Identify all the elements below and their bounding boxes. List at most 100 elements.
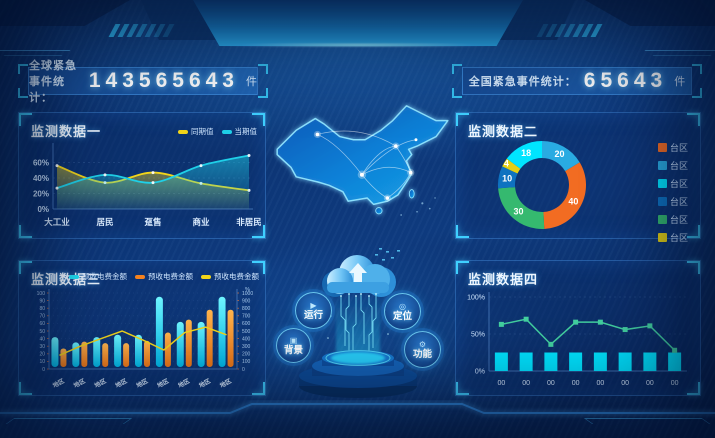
bracket — [252, 382, 265, 395]
background-icon: ▣ — [289, 335, 298, 345]
svg-text:100: 100 — [37, 291, 46, 297]
panel-3-title: 监测数据三 — [31, 272, 102, 287]
side-chevron-left-2 — [3, 55, 63, 56]
svg-text:00: 00 — [572, 380, 580, 387]
svg-text:700: 700 — [242, 314, 251, 320]
background-label: 背景 — [283, 344, 303, 356]
legend-swatch — [657, 197, 667, 206]
run-icon: ▶ — [310, 300, 317, 310]
locate-icon: ◎ — [399, 301, 406, 311]
legend-item[interactable]: 台区 — [657, 213, 688, 226]
legend-swatch — [178, 129, 188, 134]
stat-global-box: 全球紧急事件统计： 143565643 件 — [28, 60, 258, 104]
bracket — [687, 225, 700, 238]
legend-label: 台区 — [669, 161, 688, 171]
panel-monitor-2: 监测数据二 台区 台区 台区 台区 台区 台区 20 40 30 10 4 18 — [455, 112, 701, 243]
svg-text:50%: 50% — [471, 332, 485, 339]
legend-label: 预收电费金额 — [214, 272, 259, 281]
svg-text:00: 00 — [646, 380, 654, 387]
legend-item[interactable]: 台区 — [657, 177, 688, 190]
svg-text:大工业: 大工业 — [44, 217, 70, 227]
svg-text:60: 60 — [39, 321, 45, 327]
svg-text:00: 00 — [547, 380, 555, 387]
panel-monitor-1: 监测数据一 同期值 当期值 0% 20% 40% 60% 大工业 居民 趸售 商业 非居民 — [18, 112, 266, 239]
svg-text:地区: 地区 — [72, 377, 86, 390]
svg-text:00: 00 — [596, 380, 604, 387]
background-button[interactable]: ▣ 背景 — [276, 328, 311, 363]
legend-label: 预收电费金额 — [82, 272, 127, 281]
legend-item[interactable]: 台区 — [657, 141, 688, 154]
legend-item[interactable]: 台区 — [657, 195, 688, 208]
bracket — [692, 88, 702, 98]
bracket — [456, 113, 469, 126]
line-chart-monitor-4: 0% 50% 100% 00 00 00 00 00 00 00 00 — [467, 292, 687, 387]
svg-text:非居民: 非居民 — [236, 217, 261, 227]
function-button[interactable]: ⚙ 功能 — [404, 331, 441, 368]
svg-text:90: 90 — [39, 298, 45, 304]
bracket — [252, 261, 265, 274]
svg-text:地区: 地区 — [135, 377, 149, 390]
bracket — [19, 113, 32, 126]
svg-text:00: 00 — [671, 380, 679, 387]
bracket — [18, 64, 28, 74]
legend-item[interactable]: 预收电费金额 — [201, 271, 259, 282]
svg-text:20: 20 — [39, 352, 45, 358]
svg-text:00: 00 — [497, 380, 505, 387]
legend-item[interactable]: 同期值 — [178, 126, 214, 137]
legend-label: 预收电费金额 — [148, 272, 193, 281]
svg-text:地区: 地区 — [218, 377, 232, 390]
legend-item[interactable]: 预收电费金额 — [135, 271, 193, 282]
legend-label: 同期值 — [191, 127, 214, 136]
top-left-shade — [0, 0, 130, 26]
svg-text:20%: 20% — [33, 190, 49, 199]
stat-national-box: 全国紧急事件统计： 65643 件 — [462, 67, 692, 95]
top-right-shade — [585, 0, 715, 26]
header-glow-line — [210, 43, 506, 47]
legend-label: 台区 — [669, 197, 688, 207]
legend-label: 当期值 — [234, 127, 258, 136]
svg-text:100%: 100% — [467, 295, 485, 302]
legend-swatch — [657, 143, 667, 152]
svg-text:0: 0 — [242, 367, 245, 373]
run-label: 运行 — [303, 309, 323, 321]
bracket — [456, 382, 469, 395]
bracket — [18, 88, 28, 98]
svg-text:0%: 0% — [475, 369, 485, 376]
panel-monitor-4: 监测数据四 0% 50% 100% 00 00 00 00 00 00 00 00 — [455, 260, 701, 396]
svg-text:600: 600 — [242, 321, 251, 327]
svg-text:300: 300 — [242, 344, 251, 350]
svg-text:30: 30 — [39, 344, 45, 350]
locate-button[interactable]: ◎ 定位 — [384, 293, 421, 330]
bracket — [19, 261, 32, 274]
svg-text:40: 40 — [39, 336, 45, 342]
svg-text:200: 200 — [242, 352, 251, 358]
legend-item[interactable]: 台区 — [657, 231, 688, 244]
legend-label: 台区 — [669, 215, 688, 225]
panel-monitor-3: 监测数据三 预收电费金额 预收电费金额 预收电费金额 0 10 20 30 40 50 60… — [18, 260, 266, 396]
bracket — [19, 225, 32, 238]
svg-text:18: 18 — [521, 148, 531, 158]
panel-3-legend: 预收电费金额 预收电费金额 预收电费金额 — [69, 271, 259, 282]
svg-text:居民: 居民 — [95, 217, 113, 227]
legend-swatch — [201, 274, 211, 279]
bracket — [687, 261, 700, 274]
stat-global: 全球紧急事件统计： 143565643 件 — [18, 60, 268, 104]
svg-text:800: 800 — [242, 306, 251, 312]
bracket — [19, 382, 32, 395]
legend-item[interactable]: 预收电费金额 — [69, 271, 127, 282]
legend-item[interactable]: 台区 — [657, 159, 688, 172]
bracket — [252, 225, 265, 238]
function-icon: ⚙ — [418, 339, 427, 349]
svg-text:4: 4 — [504, 159, 509, 169]
legend-item[interactable]: 当期值 — [221, 126, 258, 137]
legend-swatch — [135, 274, 145, 279]
svg-text:40: 40 — [568, 197, 578, 207]
panel-1-title: 监测数据一 — [31, 124, 102, 139]
bracket — [452, 88, 462, 98]
svg-text:500: 500 — [242, 329, 251, 335]
svg-text:1000: 1000 — [242, 291, 253, 297]
area-chart-monitor-1: 0% 20% 40% 60% 大工业 居民 趸售 商业 非居民 — [33, 143, 261, 227]
svg-text:地区: 地区 — [198, 377, 212, 390]
header-slashes-left — [108, 24, 175, 37]
run-button[interactable]: ▶ 运行 — [295, 292, 332, 329]
